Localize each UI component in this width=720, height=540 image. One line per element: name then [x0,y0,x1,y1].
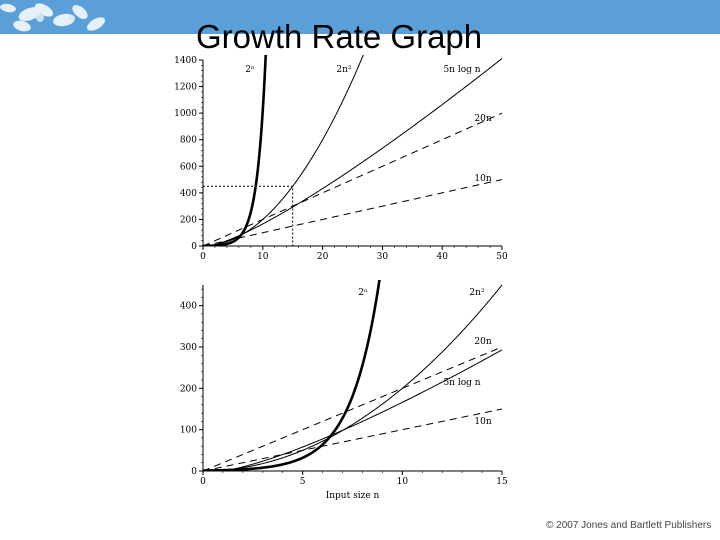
x-tick-label: 20 [317,252,329,262]
series-line-pow2 [203,280,381,471]
y-tick-label: 800 [180,136,197,146]
y-tick-label: 100 [180,426,197,436]
zoom-region-box [203,185,294,246]
x-tick-label: 0 [200,252,206,262]
x-tick-label: 50 [496,252,508,262]
chart-1: 0 200 400 600 800 1000 1200 1400 0 10 20 30 40 50 2ⁿ 2n… [174,55,508,262]
x-axis-label: Input size n [326,491,380,501]
x-tick-label: 10 [397,477,409,487]
x-tick-label: 15 [496,477,508,487]
flower-decoration-icon [0,3,106,32]
y-tick-label: 300 [180,343,197,353]
x-tick-label: 0 [200,477,206,487]
series-line-10n [203,408,503,471]
series-line-20n [203,112,503,246]
series-label-2n2: 2n² [336,65,352,75]
plot-area [203,280,503,471]
slide-title: Growth Rate Graph [196,18,483,55]
series-label-5nlogn: 5n log n [443,65,480,75]
series-line-10n [203,179,503,246]
series-line-pow2 [203,55,268,246]
y-tick-label: 600 [180,162,197,172]
x-tick-label: 40 [436,252,448,262]
series-label-pow2: 2ⁿ [358,288,368,298]
y-tick-label: 200 [180,384,197,394]
y-tick-label: 400 [180,189,197,199]
header-banner [0,0,720,34]
series-line-20n [203,346,503,471]
x-tick-label: 10 [257,252,269,262]
y-tick-label: 1200 [174,83,197,93]
series-label-20n: 20n [474,337,491,347]
y-tick-label: 0 [191,467,197,477]
series-label-10n: 10n [474,174,491,184]
plot-area [203,55,503,246]
series-label-pow2: 2ⁿ [245,65,255,75]
y-tick-label: 400 [180,302,197,312]
series-label-2n2: 2n² [469,288,485,298]
y-tick-label: 1000 [174,109,197,119]
y-tick-label: 0 [191,242,197,252]
series-label-20n: 20n [474,114,491,124]
series-line-2n2 [203,55,364,246]
series-line-5nlogn [203,349,503,471]
series-label-10n: 10n [474,417,491,427]
chart-2: 0 100 200 300 400 0 5 10 15 Input size n 2ⁿ 2n² 20n 5… [180,280,508,501]
series-line-2n2 [203,284,503,471]
x-tick-label: 5 [300,477,306,487]
copyright-text: © 2007 Jones and Bartlett Publishers [546,520,712,531]
series-line-5nlogn [203,58,503,246]
y-tick-label: 1400 [174,56,197,66]
x-tick-label: 30 [377,252,389,262]
series-label-5nlogn: 5n log n [443,378,480,388]
y-tick-label: 200 [180,215,197,225]
